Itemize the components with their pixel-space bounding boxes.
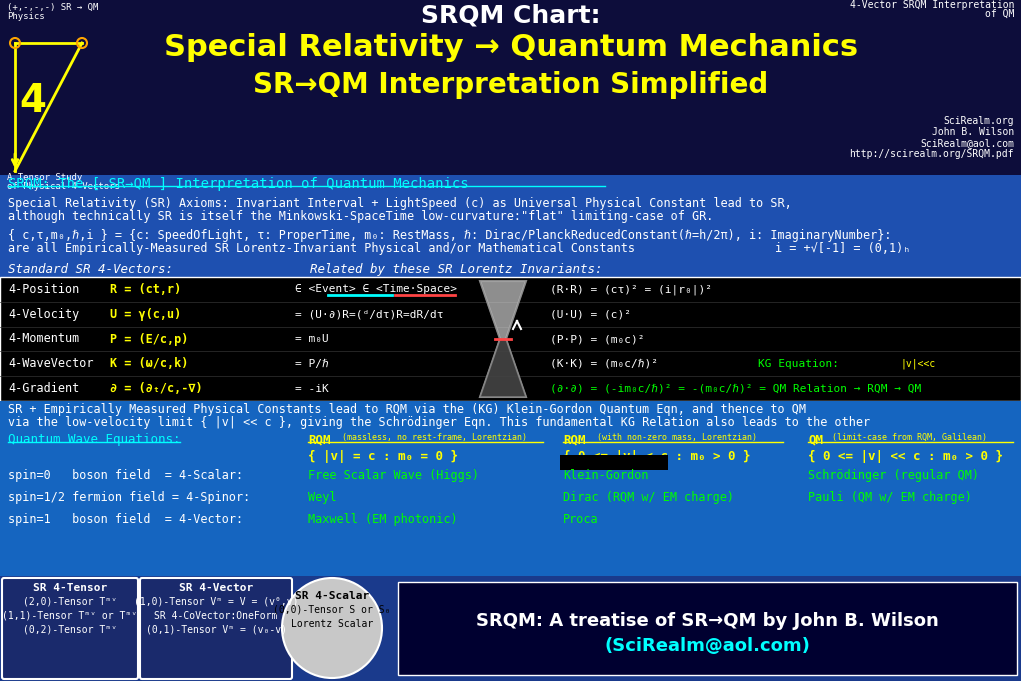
Text: Related by these SR Lorentz Invariants:: Related by these SR Lorentz Invariants: — [310, 263, 602, 276]
Text: spin=1   boson field  = 4-Vector:: spin=1 boson field = 4-Vector: — [8, 513, 243, 526]
Text: Special Relativity → Quantum Mechanics: Special Relativity → Quantum Mechanics — [164, 33, 858, 62]
Text: U = γ(c,u): U = γ(c,u) — [110, 308, 182, 321]
Text: A Tensor Study: A Tensor Study — [7, 173, 83, 182]
Text: Schrödinger (regular QM): Schrödinger (regular QM) — [808, 469, 979, 482]
Text: (1,0)-Tensor Vᵐ = V = (v⁰,v): (1,0)-Tensor Vᵐ = V = (v⁰,v) — [134, 597, 298, 607]
Text: SR 4-CoVector:OneForm: SR 4-CoVector:OneForm — [154, 611, 278, 621]
Text: Quantum Wave Equations:: Quantum Wave Equations: — [8, 433, 181, 446]
Bar — [560, 455, 668, 470]
Text: 4-Position: 4-Position — [8, 283, 80, 296]
Text: (massless, no rest-frame, Lorentzian): (massless, no rest-frame, Lorentzian) — [342, 433, 527, 442]
Text: R = (ct,r): R = (ct,r) — [110, 283, 182, 296]
Bar — [398, 582, 1017, 675]
Text: (1,1)-Tensor Tᵐᵛ or Tᵐᵛ: (1,1)-Tensor Tᵐᵛ or Tᵐᵛ — [2, 611, 138, 621]
Text: { 0 <= |v| < c : m₀ > 0 }: { 0 <= |v| < c : m₀ > 0 } — [563, 450, 750, 463]
Text: P = (E/c,p): P = (E/c,p) — [110, 332, 189, 345]
Text: Special Relativity (SR) Axioms: Invariant Interval + LightSpeed (c) as Universal: Special Relativity (SR) Axioms: Invarian… — [8, 197, 791, 210]
Bar — [0, 0, 1021, 175]
Text: (+,-,-,-) SR → QM: (+,-,-,-) SR → QM — [7, 3, 98, 12]
Text: spin=1/2 fermion field = 4-Spinor:: spin=1/2 fermion field = 4-Spinor: — [8, 491, 250, 504]
Text: SciRealm@aol.com: SciRealm@aol.com — [920, 138, 1014, 148]
Text: RQM: RQM — [563, 433, 585, 446]
Text: via the low-velocity limit { |v| << c }, giving the Schrödinger Eqn. This fundam: via the low-velocity limit { |v| << c },… — [8, 416, 870, 429]
Text: SR 4-Vector: SR 4-Vector — [179, 583, 253, 593]
Text: of Physical 4-Vectors: of Physical 4-Vectors — [7, 182, 119, 191]
Text: |v|<<c: |v|<<c — [900, 359, 935, 369]
Text: Free Scalar Wave (Higgs): Free Scalar Wave (Higgs) — [308, 469, 479, 482]
Bar — [0, 576, 1021, 681]
Text: ∈ <Event> ∈ <Time·Space>: ∈ <Event> ∈ <Time·Space> — [295, 285, 457, 294]
Bar — [0, 401, 1021, 576]
Text: = P/ℏ: = P/ℏ — [295, 359, 329, 369]
Text: of QM: of QM — [984, 9, 1014, 19]
Text: ∂ = (∂ₜ/c,-∇): ∂ = (∂ₜ/c,-∇) — [110, 382, 202, 395]
Text: Maxwell (EM photonic): Maxwell (EM photonic) — [308, 513, 457, 526]
Text: http://scirealm.org/SRQM.pdf: http://scirealm.org/SRQM.pdf — [849, 149, 1014, 159]
Text: K = (ω/c,k): K = (ω/c,k) — [110, 358, 189, 370]
Text: Standard SR 4-Vectors:: Standard SR 4-Vectors: — [8, 263, 173, 276]
Text: (U·U) = (c)²: (U·U) = (c)² — [550, 309, 631, 319]
Text: 4-Momentum: 4-Momentum — [8, 332, 80, 345]
Text: (K·K) = (m₀c/ℏ)²: (K·K) = (m₀c/ℏ)² — [550, 359, 658, 369]
Text: { 0 <= |v| << c : m₀ > 0 }: { 0 <= |v| << c : m₀ > 0 } — [808, 450, 1003, 463]
Text: QM: QM — [808, 433, 823, 446]
Text: = -iK: = -iK — [295, 383, 329, 394]
Text: (0,1)-Tensor Vᵐ = (v₀-v): (0,1)-Tensor Vᵐ = (v₀-v) — [146, 625, 287, 635]
Polygon shape — [480, 281, 526, 339]
Text: SR 4-Tensor: SR 4-Tensor — [33, 583, 107, 593]
Text: Pauli (QM w/ EM charge): Pauli (QM w/ EM charge) — [808, 491, 972, 504]
Text: 4-Velocity: 4-Velocity — [8, 308, 80, 321]
FancyBboxPatch shape — [2, 578, 138, 679]
Text: spin=0   boson field  = 4-Scalar:: spin=0 boson field = 4-Scalar: — [8, 469, 243, 482]
Text: SRQM Chart:: SRQM Chart: — [422, 3, 600, 27]
Text: { |v| = c : m₀ = 0 }: { |v| = c : m₀ = 0 } — [308, 450, 458, 463]
Text: (0,0)-Tensor S or S₀: (0,0)-Tensor S or S₀ — [274, 605, 391, 615]
Text: (SciRealm@aol.com): (SciRealm@aol.com) — [604, 637, 810, 655]
Text: (∂·∂) = (-im₀c/ℏ)² = -(m₀c/ℏ)² = QM Relation → RQM → QM: (∂·∂) = (-im₀c/ℏ)² = -(m₀c/ℏ)² = QM Rela… — [550, 383, 921, 394]
Text: 4-Gradient: 4-Gradient — [8, 382, 80, 395]
Text: Lorentz Scalar: Lorentz Scalar — [291, 619, 373, 629]
Text: SRQM: The [ SR→QM ] Interpretation of Quantum Mechanics: SRQM: The [ SR→QM ] Interpretation of Qu… — [8, 177, 469, 191]
Text: (with non-zero mass, Lorentzian): (with non-zero mass, Lorentzian) — [597, 433, 757, 442]
Text: i = +√[-1] = (0,1)ₕ: i = +√[-1] = (0,1)ₕ — [775, 242, 911, 255]
Text: (P·P) = (m₀c)²: (P·P) = (m₀c)² — [550, 334, 644, 344]
Text: (limit-case from RQM, Galilean): (limit-case from RQM, Galilean) — [832, 433, 987, 442]
Text: Physics: Physics — [7, 12, 45, 21]
Bar — [0, 277, 1021, 401]
Text: (0,2)-Tensor Tᵐᵛ: (0,2)-Tensor Tᵐᵛ — [23, 625, 117, 635]
Text: SRQM: A treatise of SR→QM by John B. Wilson: SRQM: A treatise of SR→QM by John B. Wil… — [476, 612, 938, 630]
Text: KG Equation:: KG Equation: — [758, 359, 839, 369]
Text: Weyl: Weyl — [308, 491, 337, 504]
FancyBboxPatch shape — [140, 578, 292, 679]
Polygon shape — [480, 339, 526, 397]
Text: SciRealm.org: SciRealm.org — [943, 116, 1014, 126]
Text: John B. Wilson: John B. Wilson — [932, 127, 1014, 137]
Text: SR→QM Interpretation Simplified: SR→QM Interpretation Simplified — [253, 71, 769, 99]
Text: (2,0)-Tensor Tᵐᵛ: (2,0)-Tensor Tᵐᵛ — [23, 597, 117, 607]
Text: Klein-Gordon: Klein-Gordon — [563, 469, 648, 482]
Text: SR + Empirically Measured Physical Constants lead to RQM via the (KG) Klein-Gord: SR + Empirically Measured Physical Const… — [8, 403, 806, 416]
Text: RQM: RQM — [308, 433, 331, 446]
Text: although technically SR is itself the Minkowski-SpaceTime low-curvature:"flat" l: although technically SR is itself the Mi… — [8, 210, 714, 223]
Text: 4-WaveVector: 4-WaveVector — [8, 358, 94, 370]
Text: { c,τ,m₀,ℏ,i } = {c: SpeedOfLight, τ: ProperTime, m₀: RestMass, ℏ: Dirac/PlanckR: { c,τ,m₀,ℏ,i } = {c: SpeedOfLight, τ: Pr… — [8, 229, 891, 242]
Text: are all Empirically-Measured SR Lorentz-Invariant Physical and/or Mathematical C: are all Empirically-Measured SR Lorentz-… — [8, 242, 635, 255]
Bar — [0, 175, 1021, 401]
Text: = m₀U: = m₀U — [295, 334, 329, 344]
Text: SR 4-Scalar: SR 4-Scalar — [295, 591, 370, 601]
Text: 4-Vector SRQM Interpretation: 4-Vector SRQM Interpretation — [849, 0, 1014, 10]
Text: (R·R) = (cτ)² = (i|r₀|)²: (R·R) = (cτ)² = (i|r₀|)² — [550, 284, 712, 295]
Circle shape — [282, 578, 382, 678]
Text: Dirac (RQM w/ EM charge): Dirac (RQM w/ EM charge) — [563, 491, 734, 504]
Text: 4: 4 — [19, 82, 47, 120]
Text: Proca: Proca — [563, 513, 598, 526]
Text: = (U·∂)R=(ᵈ/dτ)R=dR/dτ: = (U·∂)R=(ᵈ/dτ)R=dR/dτ — [295, 309, 443, 319]
